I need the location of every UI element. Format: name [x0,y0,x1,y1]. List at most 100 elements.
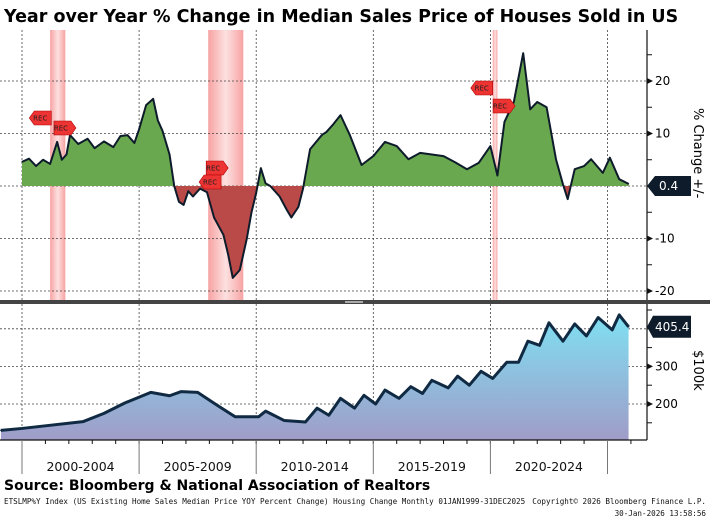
last-value-tag [647,315,691,338]
y-tick-label: 200 [655,397,678,411]
price-point [374,403,377,405]
yoy-point [466,168,468,170]
price-point [618,314,621,316]
price-point [611,329,613,331]
yoy-point [297,206,299,208]
yoy-point [103,140,105,142]
yoy-point [529,108,531,110]
recession-marker: REC [198,174,222,190]
yoy-point [496,174,499,177]
price-point [585,335,588,337]
y-tick-label: -10 [655,232,675,246]
yoy-point [21,161,23,163]
price-point [304,421,307,423]
tick-arrow-icon [647,363,653,370]
recession-marker: REC [28,110,52,126]
yoy-point [513,101,515,103]
price-point [456,375,459,377]
price-point [363,394,365,397]
price-panel: 300 200 405.4 $100k [0,304,705,440]
yoy-point [77,143,79,145]
rec-label: REC [206,165,220,173]
yoy-point [349,134,351,136]
price-point [409,385,412,388]
yoy-point [250,211,253,213]
yoy-point [138,128,140,130]
recession-marker: REC [205,160,229,176]
yoy-point [269,185,271,187]
yoy-point [325,131,328,133]
yoy-point [187,190,189,192]
price-point [491,377,494,380]
last-value-tag [647,176,691,196]
yoy-point [602,172,604,174]
yoy-point [332,123,335,125]
yoy-point [555,158,557,160]
footer-copyright: Copyright© 2026 Bloomberg Finance L.P. [532,497,706,506]
tick-arrow-icon [647,78,653,84]
y-tick-label: 20 [655,74,670,88]
yoy-point [239,269,241,271]
yoy-point [246,237,248,240]
yoy-point [133,142,136,144]
yoy-point [157,119,159,121]
y-axis-title-top: % Change +/- [690,108,705,199]
yoy-point [28,158,30,160]
yoy-point [302,188,304,190]
price-point [103,412,105,415]
yoy-point [227,253,229,255]
price-point [431,379,433,382]
yoy-point [260,167,262,169]
rec-flag-icon [28,110,52,126]
footer-description: ETSLMP%Y Index (US Existing Home Sales M… [4,497,525,506]
price-point [234,415,236,418]
price-point [480,370,482,373]
yoy-point [35,165,37,167]
price-point [468,384,471,387]
yoy-point [396,145,398,147]
price-point [264,410,267,412]
yoy-point [567,198,569,200]
x-tick-label: 2015-2019 [398,459,466,474]
yoy-point [94,147,96,149]
y-axis-title-bottom: $100k [690,350,705,391]
price-point [597,316,599,319]
price-point [398,397,400,400]
price-point [517,361,520,364]
chart-title: Year over Year % Change in Median Sales … [3,7,678,27]
yoy-point [431,153,433,156]
rec-label: REC [203,179,217,187]
price-point [44,425,47,427]
yoy-point [442,155,445,157]
yoy-point [290,216,292,219]
yoy-point [112,146,114,148]
yoy-point [590,158,592,160]
price-point [627,325,630,328]
yoy-point [583,165,585,167]
tick-arrow-icon [647,235,653,242]
rec-label: REC [493,103,507,111]
yoy-point [61,159,63,161]
rec-label: REC [475,85,489,93]
yoy-point [145,104,147,106]
yoy-panel: REC REC REC REC REC REC 20 10 -10 -20 0.4 % Change … [0,30,705,300]
yoy-point [206,191,208,193]
yoy-point [222,234,225,236]
price-point [447,387,450,389]
yoy-point [407,158,410,160]
price-point [168,394,171,397]
source-note: Source: Bloomberg & National Association… [4,478,430,494]
recession-marker: REC [492,98,516,114]
x-tick-label: 2010-2014 [281,459,349,474]
price-point [283,419,286,422]
divider-handle[interactable] [345,301,363,303]
x-axis: 2000-2004 2005-2009 2010-2014 2015-2019 2020… [0,439,647,474]
yoy-point [182,204,185,206]
yoy-point [384,141,386,143]
yoy-point [489,145,491,147]
y-tick-label: -20 [655,284,675,298]
price-point [180,390,183,393]
last-value-label: 0.4 [659,179,678,193]
x-tick-label: 2000-2004 [46,459,114,474]
price-point [353,407,356,409]
